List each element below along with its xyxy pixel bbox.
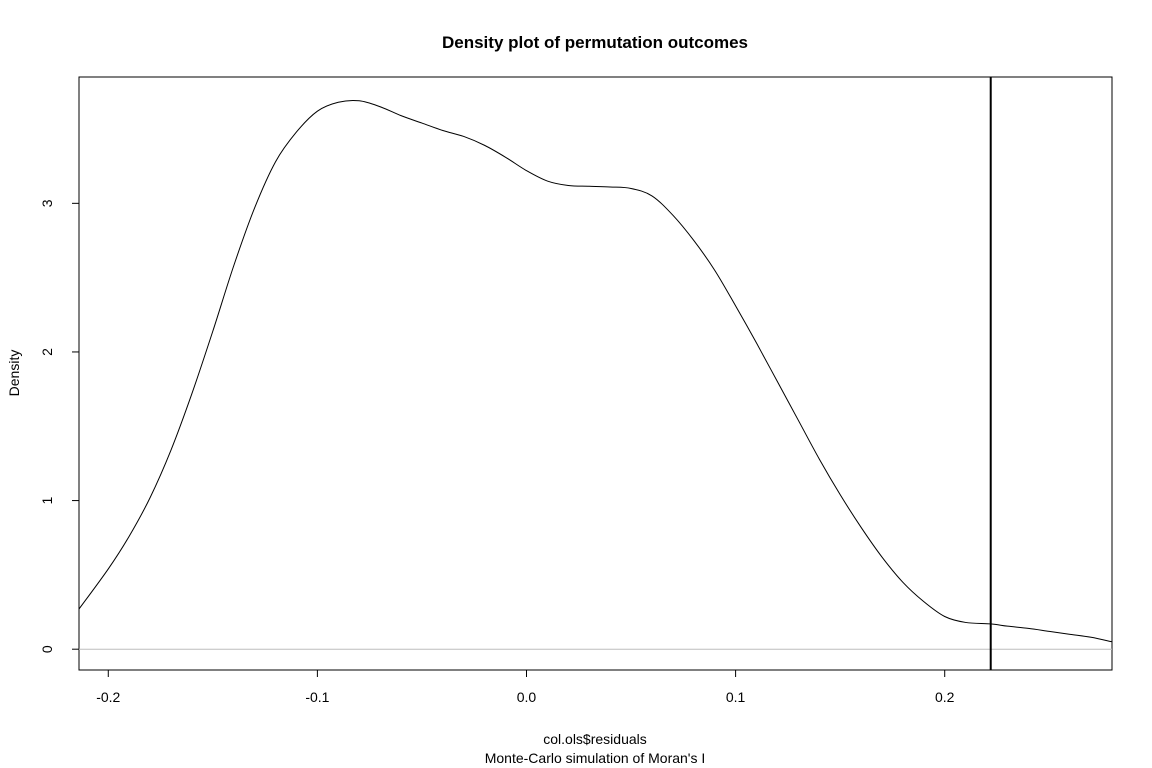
x-tick-label: 0.0: [517, 689, 537, 705]
x-tick-label: -0.1: [305, 689, 329, 705]
x-axis: -0.2 -0.1 0.0 0.1 0.2: [96, 670, 955, 705]
y-tick-label: 3: [39, 199, 55, 207]
y-axis-label: Density: [6, 350, 22, 397]
plot-frame: [78, 76, 1113, 671]
y-tick-label: 2: [39, 348, 55, 356]
x-tick-label: -0.2: [96, 689, 120, 705]
x-tick-label: 0.1: [726, 689, 746, 705]
y-tick-label: 0: [39, 645, 55, 653]
x-tick-label: 0.2: [935, 689, 955, 705]
density-curve: [78, 99, 1113, 643]
y-tick-label: 1: [39, 496, 55, 504]
x-axis-subtitle: Monte-Carlo simulation of Moran's I: [485, 750, 706, 766]
x-axis-label: col.ols$residuals: [543, 731, 647, 747]
chart-title: Density plot of permutation outcomes: [442, 33, 748, 52]
y-axis: 0 1 2 3: [39, 199, 79, 653]
